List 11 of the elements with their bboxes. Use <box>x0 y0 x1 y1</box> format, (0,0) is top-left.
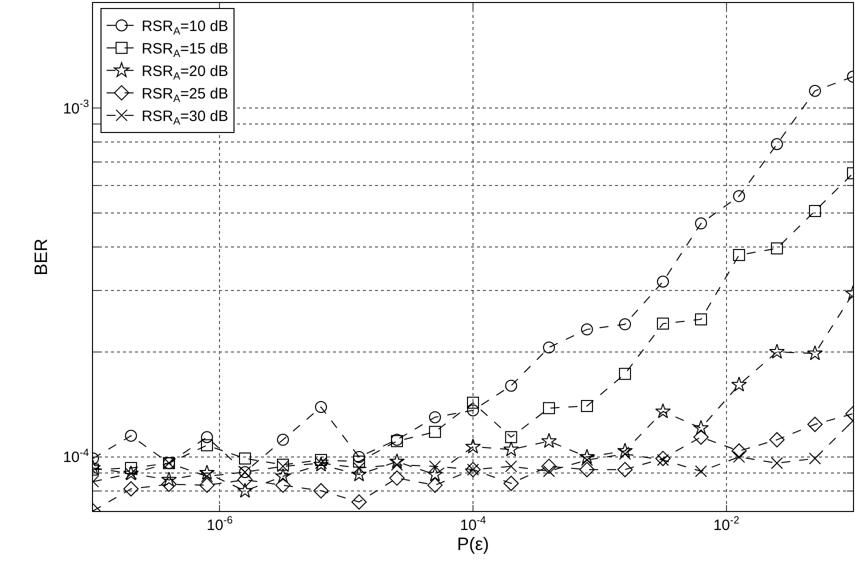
legend-label: RSR$_{A}$=10 dB <box>142 18 228 38</box>
legend-label: RSR$_{A}$=30 dB <box>142 108 228 128</box>
x-tick-label: 10$^{-6}$ <box>206 514 233 534</box>
legend-label: RSR$_{A}$=25 dB <box>142 86 228 105</box>
x-tick-label: 10$^{-4}$ <box>460 514 486 534</box>
x-tick-label: 10$^{-2}$ <box>713 514 740 534</box>
legend-label: RSR$_{A}$=15 dB <box>142 40 228 60</box>
y-tick-label: 10$^{-3}$ <box>62 98 90 118</box>
y-axis-title: BER <box>31 238 52 276</box>
legend-label: RSR$_{A}$=20 dB <box>142 63 228 82</box>
x-axis-title: P(ε) <box>456 534 490 554</box>
